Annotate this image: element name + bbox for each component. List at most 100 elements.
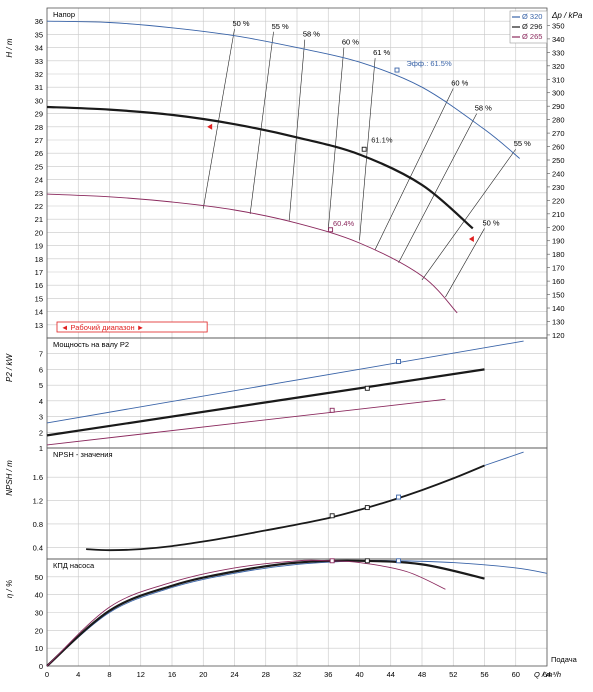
y-tick-label: 18 <box>35 255 43 264</box>
y-tick-label: 16 <box>35 281 43 290</box>
x-tick-label: 56 <box>480 670 488 679</box>
efficiency-annotation: Эфф.: 61.5% <box>406 59 452 68</box>
y-tick-label: 1 <box>39 444 43 453</box>
right-tick-label: 160 <box>552 277 565 286</box>
operating-point <box>396 558 402 564</box>
right-tick-label: 260 <box>552 143 565 152</box>
right-tick-label: 240 <box>552 169 565 178</box>
y-tick-label: 25 <box>35 162 43 171</box>
y-tick-label: 31 <box>35 83 43 92</box>
curve-efficiency-320 <box>46 560 548 667</box>
x-tick-label: 60 <box>512 670 520 679</box>
y-tick-label: 20 <box>35 626 43 635</box>
x-right-label: Подача <box>551 655 578 664</box>
y-tick-label: 40 <box>35 591 43 600</box>
iso-efficiency-line <box>288 39 306 221</box>
x-tick-label: 48 <box>418 670 426 679</box>
range-marker <box>468 236 474 242</box>
curve-head-320 <box>46 20 520 159</box>
operating-point <box>361 146 367 152</box>
y-tick-label: 1.2 <box>33 497 43 506</box>
y-tick-label: 30 <box>35 609 43 618</box>
y-tick-label: 4 <box>39 397 43 406</box>
right-tick-label: 150 <box>552 291 565 300</box>
operating-point <box>329 407 335 413</box>
y-tick-label: 0.8 <box>33 520 43 529</box>
x-tick-label: 8 <box>107 670 111 679</box>
panel-title: Мощность на валу P2 <box>53 340 129 349</box>
power-panel <box>46 337 548 449</box>
right-tick-label: 350 <box>552 21 565 30</box>
curve-npsh-320 <box>484 451 524 466</box>
operating-point <box>364 385 370 391</box>
y-tick-label: 6 <box>39 365 43 374</box>
x-tick-label: 28 <box>262 670 270 679</box>
curve-power-265 <box>46 398 446 446</box>
iso-efficiency-line <box>327 47 345 230</box>
y-tick-label: 14 <box>35 308 43 317</box>
y-tick-label: 22 <box>35 202 43 211</box>
iso-efficiency-line <box>374 88 454 250</box>
y-tick-label: 34 <box>35 44 43 53</box>
right-tick-label: 340 <box>552 35 565 44</box>
right-tick-label: 310 <box>552 75 565 84</box>
range-marker <box>207 123 213 130</box>
x-tick-label: 16 <box>168 670 176 679</box>
curve-efficiency-296 <box>46 559 485 667</box>
y-tick-label: 28 <box>35 123 43 132</box>
x-tick-label: 4 <box>76 670 80 679</box>
right-tick-label: 220 <box>552 196 565 205</box>
curve-head-296 <box>46 105 474 230</box>
operating-range-box <box>56 321 208 333</box>
curve-power-296 <box>46 368 485 437</box>
right-tick-label: 170 <box>552 264 565 273</box>
operating-point <box>329 558 335 564</box>
operating-point <box>328 227 334 233</box>
y-axis-label: H / m <box>5 38 14 57</box>
y-tick-label: 2 <box>39 428 43 437</box>
iso-efficiency-line <box>359 58 376 241</box>
y-tick-label: 0 <box>39 662 43 671</box>
iso-efficiency-label: 58 % <box>475 104 492 113</box>
y-tick-label: 7 <box>39 350 43 359</box>
y-tick-label: 19 <box>35 242 43 251</box>
efficiency-panel <box>46 558 548 667</box>
y-tick-label: 32 <box>35 70 43 79</box>
x-tick-label: 24 <box>230 670 238 679</box>
operating-point <box>329 513 335 519</box>
y-tick-label: 21 <box>35 215 43 224</box>
right-tick-label: 270 <box>552 129 565 138</box>
iso-efficiency-label: 60 % <box>451 79 468 88</box>
y-tick-label: 35 <box>35 30 43 39</box>
y-tick-label: 29 <box>35 110 43 119</box>
y-tick-label: 24 <box>35 176 43 185</box>
y-tick-label: 10 <box>35 644 43 653</box>
y-tick-label: 30 <box>35 96 43 105</box>
operating-point <box>394 67 400 73</box>
x-tick-label: 12 <box>137 670 145 679</box>
iso-efficiency-label: 55 % <box>514 139 531 148</box>
legend-entry: Ø 320 <box>522 12 542 21</box>
iso-efficiency-label: 55 % <box>272 22 289 31</box>
y-tick-label: 17 <box>35 268 43 277</box>
right-tick-label: 190 <box>552 237 565 246</box>
right-axis-label: Δp / kPa <box>551 11 583 20</box>
x-tick-label: 52 <box>449 670 457 679</box>
y-tick-label: 50 <box>35 573 43 582</box>
y-tick-label: 15 <box>35 294 43 303</box>
x-tick-label: 40 <box>355 670 363 679</box>
iso-efficiency-label: 50 % <box>233 19 250 28</box>
right-tick-label: 230 <box>552 183 565 192</box>
curve-power-320 <box>46 340 524 424</box>
iso-efficiency-line <box>202 29 235 209</box>
operating-point <box>364 558 370 564</box>
right-tick-label: 250 <box>552 156 565 165</box>
iso-efficiency-line <box>445 228 485 298</box>
operating-point <box>364 505 370 511</box>
operating-point <box>396 359 402 365</box>
iso-efficiency-line <box>249 31 274 214</box>
right-tick-label: 280 <box>552 116 565 125</box>
y-tick-label: 33 <box>35 57 43 66</box>
right-tick-label: 130 <box>552 317 565 326</box>
